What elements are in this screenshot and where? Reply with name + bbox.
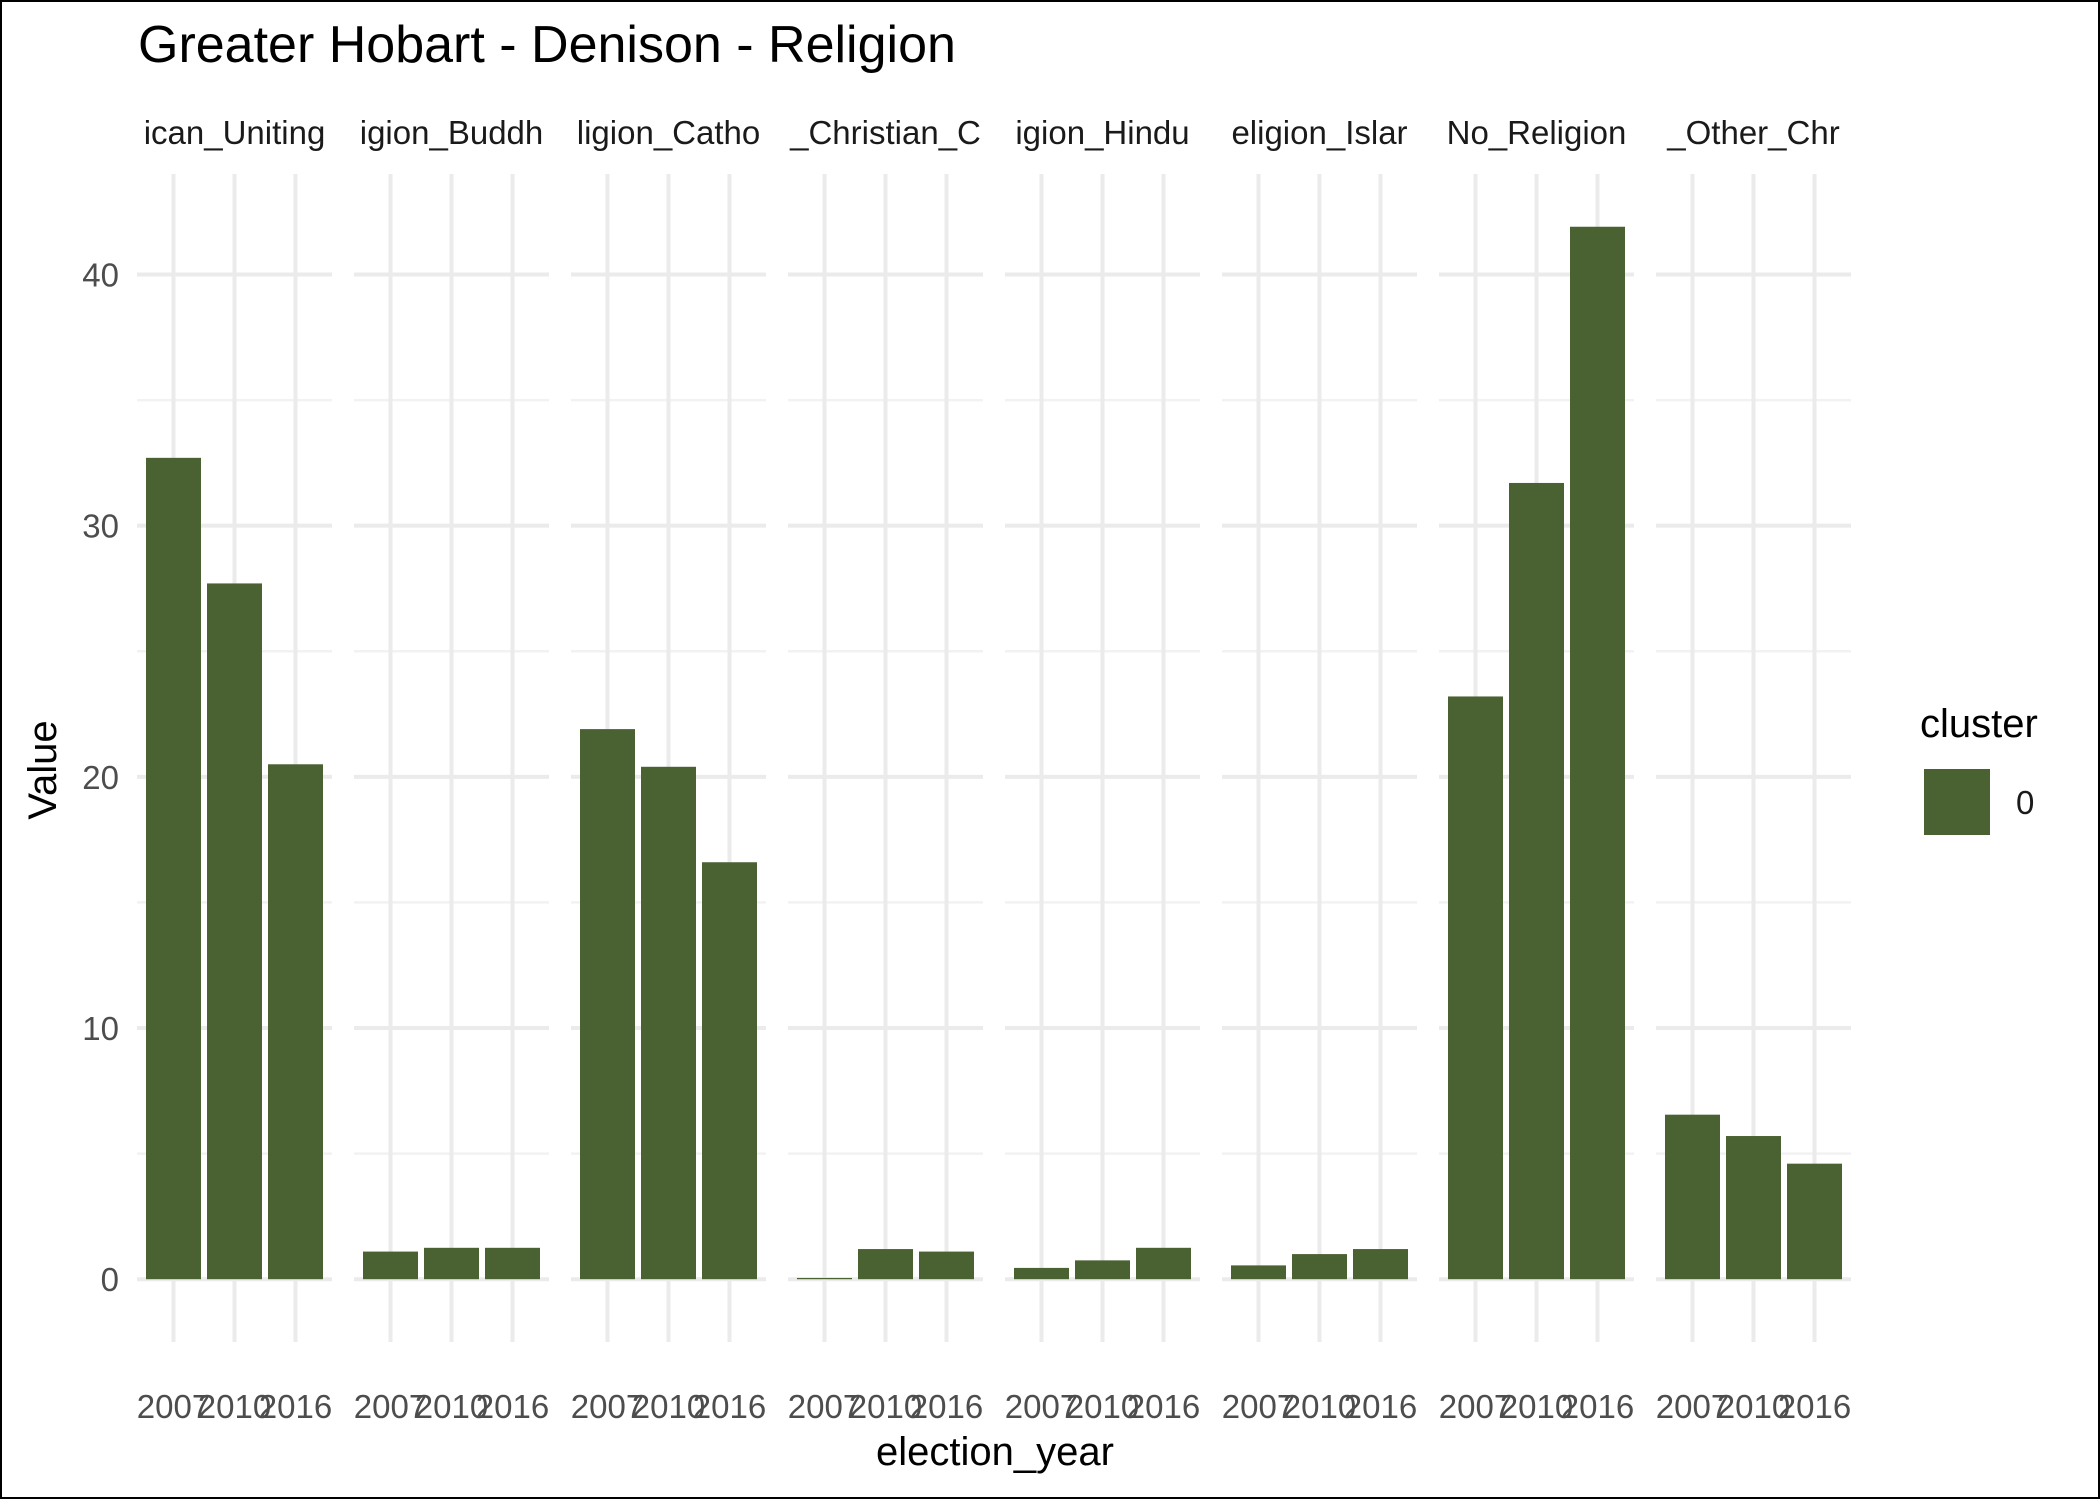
y-tick-label: 40 bbox=[82, 256, 119, 293]
bar bbox=[1787, 1163, 1842, 1280]
facet-strip-label: _Christian_C bbox=[789, 114, 981, 151]
x-tick-label: 2007 bbox=[1222, 1388, 1295, 1425]
bar bbox=[1136, 1247, 1191, 1280]
y-axis-title: Value bbox=[21, 720, 65, 819]
x-tick-label: 2010 bbox=[1500, 1388, 1573, 1425]
x-tick-label: 2016 bbox=[1778, 1388, 1851, 1425]
x-tick-label: 2016 bbox=[476, 1388, 549, 1425]
bar bbox=[1292, 1254, 1347, 1280]
y-tick-label: 20 bbox=[82, 759, 119, 796]
legend-title: cluster bbox=[1920, 702, 2038, 746]
x-tick-label: 2010 bbox=[1283, 1388, 1356, 1425]
bar bbox=[1014, 1267, 1069, 1280]
chart-title: Greater Hobart - Denison - Religion bbox=[138, 16, 956, 74]
legend-key-0 bbox=[1924, 769, 1990, 835]
x-tick-label: 2010 bbox=[1717, 1388, 1790, 1425]
x-tick-label: 2007 bbox=[1439, 1388, 1512, 1425]
y-tick-label: 10 bbox=[82, 1010, 119, 1047]
facet-strip-label: ican_Uniting bbox=[144, 114, 326, 151]
y-tick-label: 0 bbox=[101, 1261, 119, 1298]
bar bbox=[1448, 696, 1503, 1280]
bar bbox=[1726, 1136, 1781, 1280]
bar bbox=[1353, 1249, 1408, 1280]
x-tick-label: 2016 bbox=[1344, 1388, 1417, 1425]
x-tick-label: 2010 bbox=[1066, 1388, 1139, 1425]
bar bbox=[1570, 226, 1625, 1280]
x-tick-label: 2010 bbox=[632, 1388, 705, 1425]
x-tick-label: 2010 bbox=[198, 1388, 271, 1425]
facet-panels: ican_Uniting200720102016igion_Buddh20072… bbox=[137, 114, 1851, 1425]
bar bbox=[424, 1247, 479, 1280]
legend: cluster 0 bbox=[1920, 702, 2038, 835]
y-tick-label: 30 bbox=[82, 508, 119, 545]
bar bbox=[363, 1251, 418, 1280]
x-tick-label: 2007 bbox=[1005, 1388, 1078, 1425]
x-tick-label: 2010 bbox=[849, 1388, 922, 1425]
x-tick-label: 2016 bbox=[910, 1388, 983, 1425]
bar bbox=[919, 1251, 974, 1280]
x-tick-label: 2007 bbox=[571, 1388, 644, 1425]
bar bbox=[641, 766, 696, 1280]
bar bbox=[1509, 482, 1564, 1280]
facet-strip-label: eligion_Islar bbox=[1231, 114, 1407, 151]
facet-strip-label: _Other_Chr bbox=[1666, 114, 1839, 151]
bar bbox=[146, 457, 201, 1280]
y-axis-ticks: 0 10 20 30 40 bbox=[82, 256, 119, 1298]
facet-strip-label: igion_Hindu bbox=[1015, 114, 1189, 151]
facet-strip-label: No_Religion bbox=[1447, 114, 1627, 151]
x-tick-label: 2007 bbox=[788, 1388, 861, 1425]
bar bbox=[1231, 1265, 1286, 1280]
bar bbox=[268, 764, 323, 1280]
x-tick-label: 2007 bbox=[354, 1388, 427, 1425]
x-tick-label: 2007 bbox=[137, 1388, 210, 1425]
bar bbox=[485, 1247, 540, 1280]
bar bbox=[702, 862, 757, 1280]
facet-strip-label: igion_Buddh bbox=[360, 114, 544, 151]
x-tick-label: 2016 bbox=[1127, 1388, 1200, 1425]
bar bbox=[580, 729, 635, 1280]
x-tick-label: 2016 bbox=[259, 1388, 332, 1425]
facet-strip-label: ligion_Catho bbox=[577, 114, 760, 151]
x-axis-title: election_year bbox=[876, 1430, 1114, 1474]
legend-label-0: 0 bbox=[2016, 784, 2034, 821]
x-tick-label: 2016 bbox=[1561, 1388, 1634, 1425]
x-tick-label: 2010 bbox=[415, 1388, 488, 1425]
bar bbox=[207, 583, 262, 1280]
x-tick-label: 2007 bbox=[1656, 1388, 1729, 1425]
bar bbox=[1075, 1260, 1130, 1280]
bar bbox=[1665, 1114, 1720, 1280]
bar bbox=[797, 1277, 852, 1280]
x-tick-label: 2016 bbox=[693, 1388, 766, 1425]
bar bbox=[858, 1249, 913, 1280]
